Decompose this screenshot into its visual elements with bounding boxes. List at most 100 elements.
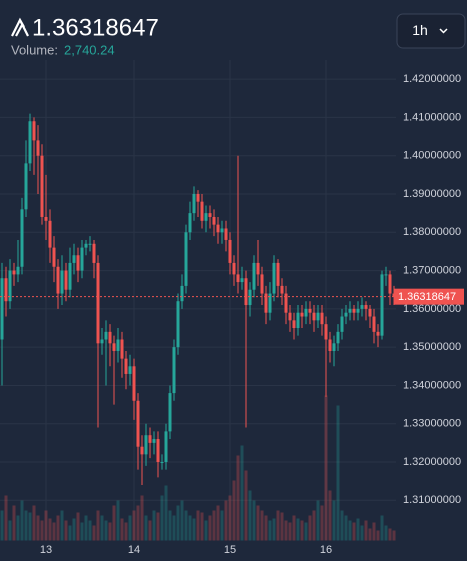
volume-bar (224, 500, 228, 541)
volume-bar (260, 510, 264, 541)
volume-bar (172, 515, 176, 541)
candle-body (56, 266, 60, 294)
chevron[interactable] (439, 28, 448, 34)
candle-body (336, 331, 340, 344)
volume-bar (392, 530, 396, 541)
candle-body (384, 274, 388, 276)
volume-bar (300, 520, 304, 541)
candle-body (300, 312, 304, 317)
volume-bar (76, 512, 80, 541)
candle-body (256, 262, 260, 275)
candle-body (224, 228, 228, 240)
candle-body (308, 308, 312, 313)
candle-body (24, 163, 28, 210)
candle-body (64, 270, 68, 290)
volume-bar (220, 510, 224, 541)
volume-bar (316, 500, 320, 541)
volume-bar (100, 515, 104, 541)
candle-body (364, 305, 368, 309)
candle-body (292, 320, 296, 329)
volume-bar (116, 500, 120, 541)
candle-body (252, 262, 256, 290)
y-tick-label: 1.37000000 (403, 264, 461, 276)
volume-bar (180, 500, 184, 541)
candle-body (40, 155, 44, 217)
interval-button[interactable]: 1h (396, 13, 466, 49)
volume-bar (384, 525, 388, 541)
candle-body (244, 278, 248, 306)
volume-bar (196, 510, 200, 541)
volume-bar (92, 525, 96, 541)
volume-bar (372, 522, 376, 541)
volume-bar (68, 525, 72, 541)
volume-bar (136, 505, 140, 541)
volume-bar (120, 518, 124, 541)
y-tick-label: 1.38000000 (403, 226, 461, 238)
candle-body (48, 220, 52, 248)
candle-body (4, 278, 8, 302)
logo (11, 17, 29, 37)
volume-bar (80, 522, 84, 541)
candle-body (140, 446, 144, 455)
candle-body (288, 312, 292, 321)
volume-bar (144, 515, 148, 541)
volume-bar (12, 505, 16, 541)
candle-body (320, 312, 324, 325)
volume-bar (164, 485, 168, 541)
volume-bar (88, 520, 92, 541)
volume-bar (272, 518, 276, 541)
volume-bar (284, 520, 288, 541)
candle-body (360, 305, 364, 309)
candle-body (168, 393, 172, 432)
y-tick-label: 1.36000000 (403, 303, 461, 315)
volume-bar (0, 510, 4, 541)
volume-bar (108, 522, 112, 541)
volume-bar (156, 512, 160, 541)
candle-body (80, 247, 84, 271)
x-tick-label: 16 (320, 544, 332, 556)
candle-body (152, 439, 156, 443)
volume-bar (332, 500, 336, 541)
candle-body (376, 331, 380, 336)
volume-bar (364, 520, 368, 541)
volume-bar (244, 470, 248, 541)
volume-bar (56, 515, 60, 541)
y-tick-label: 1.40000000 (403, 150, 461, 162)
volume-bar (20, 500, 24, 541)
candle-body (272, 262, 276, 294)
candle-body (368, 308, 372, 317)
candle-body (60, 270, 64, 294)
candle-body (184, 232, 188, 286)
candle-body (228, 239, 232, 263)
candle-body (124, 358, 128, 374)
volume-bar (124, 522, 128, 541)
volume-bar (320, 505, 324, 541)
candle-body (0, 278, 4, 340)
candle-body (88, 243, 92, 245)
candle-body (32, 121, 36, 141)
interval-label[interactable]: 1h (412, 22, 428, 38)
volume-bar (132, 510, 136, 541)
volume-bar (312, 510, 316, 541)
x-tick-label: 14 (128, 544, 140, 556)
volume-bar (24, 510, 28, 541)
candle-body (220, 228, 224, 233)
price-badge (394, 288, 464, 305)
x-tick-label: 15 (224, 544, 236, 556)
candle-body (196, 194, 200, 202)
volume-bar (304, 522, 308, 541)
volume-bar (204, 520, 208, 541)
volume-bar (388, 528, 392, 541)
candle-body (268, 293, 272, 313)
volume-label: Volume: (11, 42, 58, 57)
candle-body (72, 255, 76, 263)
y-tick-label: 1.32000000 (403, 456, 461, 468)
interval-button-box[interactable] (396, 13, 466, 49)
candle-body (296, 312, 300, 329)
volume-bar (128, 515, 132, 541)
candle-body (188, 213, 192, 233)
volume-bar (360, 525, 364, 541)
volume-bar (280, 512, 284, 541)
